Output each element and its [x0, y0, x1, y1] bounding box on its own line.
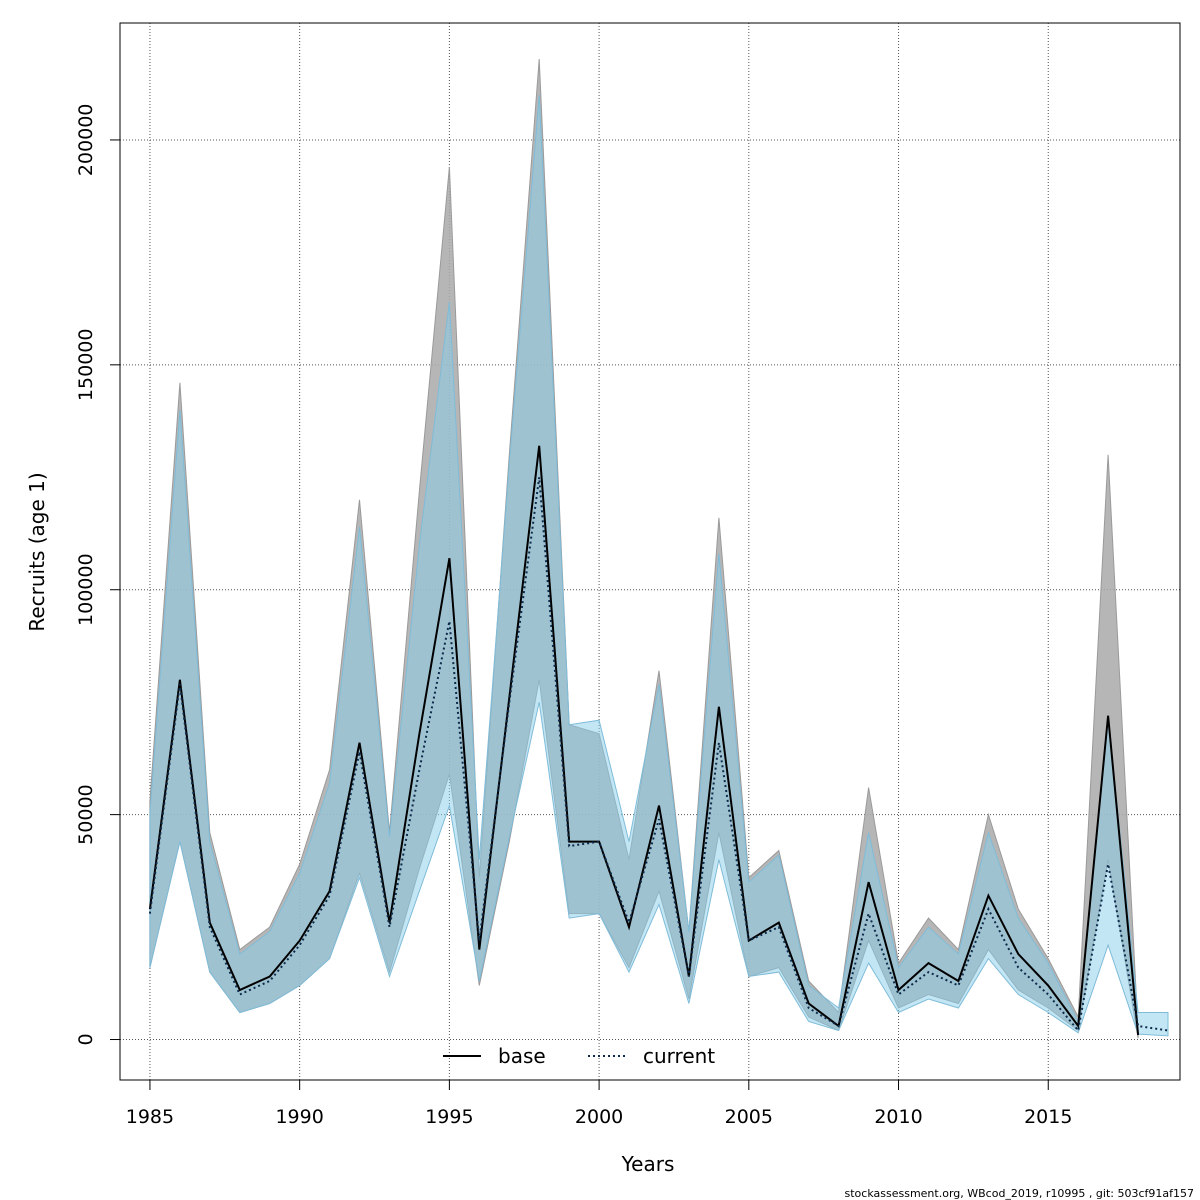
x-tick-label-2000: 2000 [575, 1106, 623, 1128]
x-tick-label-1995: 1995 [425, 1106, 473, 1128]
y-tick-label-150000: 150000 [75, 329, 97, 402]
x-tick-label-2015: 2015 [1024, 1106, 1072, 1128]
x-axis: 1985 1990 1995 2000 2005 2010 2015 [126, 1079, 1072, 1128]
footer-credit: stockassessment.org, WBcod_2019, r10995 … [845, 1187, 1194, 1200]
y-tick-label-50000: 50000 [75, 784, 97, 844]
x-tick-label-1985: 1985 [126, 1106, 174, 1128]
series-line-current [148, 477, 1169, 1033]
x-tick-label-1990: 1990 [275, 1106, 323, 1128]
y-tick-label-200000: 200000 [75, 104, 97, 177]
confidence-band-current [149, 94, 1169, 1037]
series-lines [148, 445, 1169, 1036]
y-tick-label-100000: 100000 [75, 553, 97, 626]
legend: base current [443, 1044, 715, 1068]
legend-label-base: base [498, 1044, 546, 1068]
legend-label-current: current [643, 1044, 715, 1068]
y-axis-title: Recruits (age 1) [25, 472, 49, 631]
series-line-base [148, 445, 1140, 1036]
y-tick-label-0: 0 [75, 1033, 97, 1045]
y-axis: 0 50000 100000 150000 200000 [75, 104, 121, 1046]
x-axis-title: Years [621, 1152, 675, 1176]
confidence-bands [149, 58, 1169, 1039]
x-tick-label-2010: 2010 [874, 1106, 922, 1128]
x-tick-label-2005: 2005 [725, 1106, 773, 1128]
